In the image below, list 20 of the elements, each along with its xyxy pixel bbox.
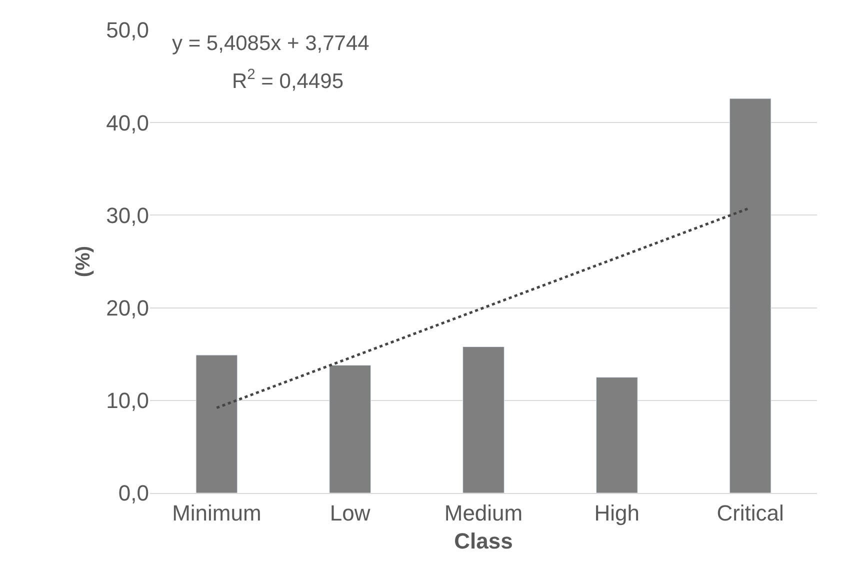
y-tick-label: 20,0	[106, 296, 149, 320]
bar	[729, 98, 772, 493]
bar	[596, 377, 638, 493]
x-tick-label: Minimum	[172, 500, 262, 526]
x-axis-title: Class	[454, 528, 513, 554]
annotation: y = 5,4085x + 3,7744	[172, 32, 370, 55]
y-axis-title: (%)	[72, 246, 95, 278]
annotation: R$^{2}$ = 0,4495	[232, 67, 344, 93]
x-tick-label: Medium	[444, 500, 523, 526]
x-tick-label: Low	[330, 500, 370, 526]
y-tick-label: 30,0	[106, 202, 149, 228]
bar	[329, 364, 372, 493]
x-tick-label: Critical	[716, 500, 784, 526]
bar	[196, 354, 238, 493]
y-tick-label: 10,0	[106, 388, 149, 414]
bar	[462, 346, 504, 493]
y-tick-label: 40,0	[106, 110, 149, 136]
y-tick-label: 0,0	[118, 480, 149, 506]
y-tick-label: 50,0	[106, 18, 149, 43]
x-tick-label: High	[594, 500, 640, 526]
